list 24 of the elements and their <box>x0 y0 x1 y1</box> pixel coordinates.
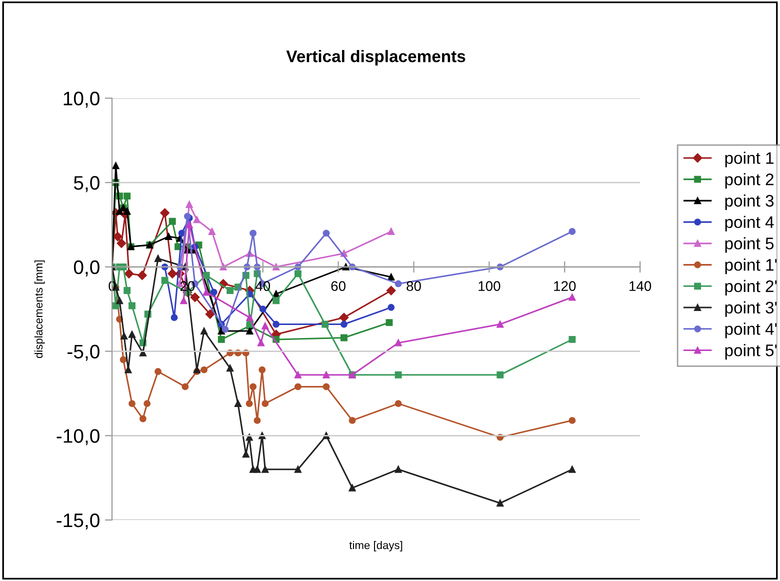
legend-label: point 2 <box>725 173 774 189</box>
x-tick-label: 140 <box>630 281 652 291</box>
legend-label: point 1' <box>725 258 777 274</box>
legend-label: point 5' <box>725 344 777 360</box>
legend-label: point 4' <box>725 322 777 338</box>
legend-label: point 3 <box>725 194 774 210</box>
legend-label: point 3' <box>725 301 777 317</box>
y-tick-label: 0,0 <box>74 260 100 276</box>
legend-label: point 4 <box>725 216 774 232</box>
x-tick-label: 100 <box>478 281 500 291</box>
y-tick-label: -5,0 <box>68 344 100 361</box>
x-tick-label: 60 <box>331 281 346 291</box>
x-tick-label: 80 <box>406 281 421 291</box>
y-tick-label: -10,0 <box>56 429 100 446</box>
y-tick-label: -15,0 <box>56 513 100 530</box>
legend-label: point 5 <box>725 237 774 253</box>
y-axis-title: displacements [mm] <box>34 260 45 358</box>
legend-label: point 2' <box>725 280 777 296</box>
y-tick-label: 10,0 <box>64 92 100 108</box>
x-tick-label: 120 <box>554 281 576 291</box>
y-tick-label: 5,0 <box>74 176 100 192</box>
x-axis-title: time [days] <box>349 540 402 552</box>
chart-title: Vertical displacements <box>286 50 466 66</box>
legend-label: point 1 <box>725 152 774 168</box>
